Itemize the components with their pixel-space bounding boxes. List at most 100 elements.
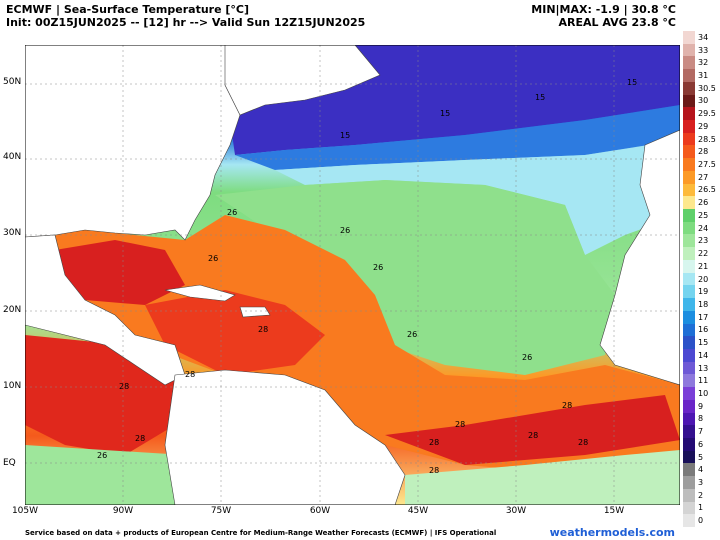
colorbar-label: 13 [698, 363, 709, 373]
colorbar-label: 2 [698, 490, 704, 500]
contour-label: 26 [208, 254, 218, 263]
colorbar-label: 0 [698, 516, 704, 526]
colorbar-swatch [683, 183, 695, 197]
colorbar-label: 4 [698, 465, 704, 475]
colorbar-swatch [683, 310, 695, 324]
colorbar-label: 29.5 [698, 109, 716, 119]
colorbar-label: 28 [698, 147, 709, 157]
colorbar-swatch [683, 43, 695, 57]
latitude-label: 20N [3, 305, 22, 315]
cold-tongue [405, 450, 680, 505]
contour-label: 28 [429, 466, 439, 475]
latitude-label: 50N [3, 77, 22, 87]
sst-map: 15 15 15 15 26 26 26 26 26 26 26 28 28 28 28 28 28 28 28 28… [25, 45, 680, 505]
hispaniola [239, 306, 271, 318]
colorbar-swatch [683, 234, 695, 248]
colorbar-swatch [683, 285, 695, 299]
colorbar-swatch [683, 221, 695, 235]
colorbar-label: 8 [698, 414, 704, 424]
colorbar-swatch [683, 170, 695, 185]
colorbar-label: 33 [698, 45, 709, 55]
colorbar-swatch [683, 323, 695, 337]
contour-label: 15 [440, 109, 450, 118]
init-valid-line: Init: 00Z15JUN2025 -- [12] hr --> Valid … [6, 16, 366, 29]
colorbar-swatch [683, 488, 695, 503]
colorbar-label: 9 [698, 401, 704, 411]
colorbar-label: 30 [698, 96, 709, 106]
map-canvas: 15 15 15 15 26 26 26 26 26 26 26 28 28 28 28 28 28 28 28 28… [25, 45, 680, 505]
latitude-label: EQ [3, 458, 16, 468]
colorbar-swatch [683, 501, 695, 515]
colorbar-swatch [683, 412, 695, 426]
contour-label: 15 [627, 78, 637, 87]
site-link[interactable]: weathermodels.com [549, 526, 675, 539]
colorbar-label: 32 [698, 58, 709, 68]
gulf-of-mexico-hot [55, 240, 185, 305]
colorbar-swatch [683, 69, 695, 83]
colorbar-label: 28.5 [698, 134, 716, 144]
latitude-label: 40N [3, 152, 22, 162]
contour-label: 28 [562, 401, 572, 410]
colorbar-swatch [683, 196, 695, 210]
min-max-line: MIN|MAX: -1.9 | 30.8 °C [531, 3, 676, 16]
colorbar-swatch [683, 399, 695, 414]
colorbar-label: 24 [698, 223, 709, 233]
colorbar-swatch [683, 247, 695, 261]
contour-label: 28 [258, 325, 268, 334]
cuba [164, 284, 236, 302]
colorbar-label: 15 [698, 338, 709, 348]
colorbar-swatch [683, 336, 695, 350]
colorbar-label: 17 [698, 312, 709, 322]
pacific-green [25, 445, 185, 505]
contour-label: 28 [455, 420, 465, 429]
colorbar-swatch [683, 31, 695, 45]
contour-label: 26 [373, 263, 383, 272]
cool-water-band [235, 105, 680, 170]
longitude-label: 90W [112, 506, 134, 516]
contour-label: 28 [185, 370, 195, 379]
colorbar-label: 27.5 [698, 160, 716, 170]
contour-label: 26 [340, 226, 350, 235]
colorbar-label: 10 [698, 388, 709, 398]
colorbar-label: 27 [698, 172, 709, 182]
mexico-central-america [25, 234, 186, 386]
light-blue-region [275, 140, 680, 255]
colorbar-label: 11 [698, 376, 709, 386]
contour-label: 28 [135, 434, 145, 443]
contour-label: 26 [227, 208, 237, 217]
colorbar-label: 21 [698, 261, 709, 271]
contour-label: 28 [429, 438, 439, 447]
colorbar-swatch [683, 56, 695, 70]
colorbar-swatch [683, 158, 695, 172]
contour-label: 26 [97, 451, 107, 460]
longitude-label: 15W [603, 506, 625, 516]
colorbar-label: 26 [698, 198, 709, 208]
contour-label: 28 [119, 382, 129, 391]
colorbar-label: 20 [698, 274, 709, 284]
title-line-1: ECMWF | Sea-Surface Temperature [°C] [6, 3, 250, 16]
contour-label: 26 [407, 330, 417, 339]
colorbar-label: 1 [698, 503, 704, 513]
equatorial-hot [385, 395, 680, 465]
colorbar [683, 31, 695, 528]
colorbar-label: 29 [698, 121, 709, 131]
colorbar-label: 22 [698, 249, 709, 259]
south-america [164, 369, 406, 505]
colorbar-swatch [683, 450, 695, 464]
colorbar-swatch [683, 374, 695, 388]
colorbar-swatch [683, 476, 695, 490]
contour-label: 15 [340, 131, 350, 140]
colorbar-swatch [683, 81, 695, 96]
africa-iberia [599, 129, 680, 386]
colorbar-label: 19 [698, 287, 709, 297]
colorbar-label: 18 [698, 299, 709, 309]
colorbar-swatch [683, 209, 695, 223]
colorbar-swatch [683, 348, 695, 363]
colorbar-swatch [683, 259, 695, 274]
colorbar-swatch [683, 272, 695, 286]
contour-label: 28 [528, 431, 538, 440]
mid-atlantic-green [215, 180, 615, 375]
colorbar-label: 16 [698, 325, 709, 335]
land-masses [25, 45, 680, 505]
colorbar-swatch [683, 132, 695, 146]
